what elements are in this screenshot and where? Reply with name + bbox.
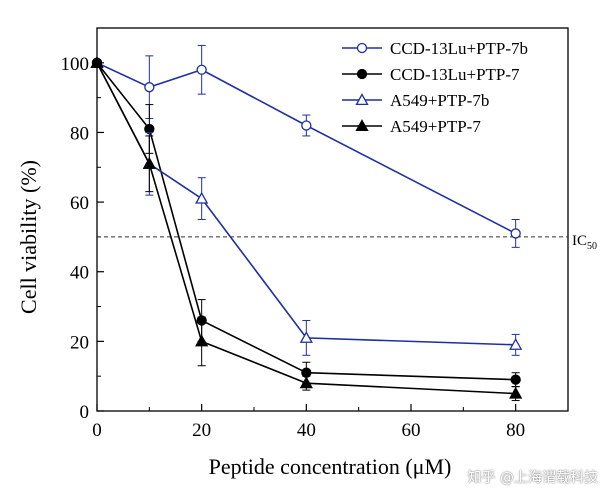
legend-item: CCD-13Lu+PTP-7 [342, 65, 520, 84]
axes: 0 20 40 60 80 0 20 40 60 80 100 [61, 27, 569, 441]
ic50-label: IC50 [572, 233, 597, 252]
legend-label: A549+PTP-7b [390, 91, 489, 110]
data-point [299, 376, 313, 389]
legend-label: A549+PTP-7 [390, 117, 481, 136]
y-axis-label: Cell viability (%) [16, 160, 41, 314]
x-axis-label: Peptide concentration (μM) [209, 454, 452, 479]
x-tick-label: 0 [92, 420, 102, 441]
ic50-reference-line: IC50 [97, 233, 597, 252]
y-tick-label: 80 [70, 123, 89, 144]
watermark: 知乎 @上海谓载科技 [467, 470, 598, 486]
y-tick-label: 40 [70, 263, 89, 284]
legend-label: CCD-13Lu+PTP-7b [390, 39, 528, 58]
data-point [510, 374, 521, 385]
x-tick-label: 80 [506, 420, 525, 441]
data-point [509, 338, 523, 350]
legend-marker [356, 68, 368, 80]
legend-marker [355, 119, 369, 132]
data-point [509, 386, 523, 399]
data-point [90, 55, 104, 68]
data-point [195, 334, 209, 347]
x-tick-label: 60 [402, 420, 421, 441]
data-point [196, 64, 207, 75]
data-point [195, 191, 209, 204]
legend-item: CCD-13Lu+PTP-7b [342, 39, 528, 58]
legend-label: CCD-13Lu+PTP-7 [390, 65, 520, 84]
series-line [96, 62, 517, 235]
series-a549-ptp-7 [90, 55, 523, 402]
data-point [299, 331, 313, 343]
x-tick-label: 40 [297, 420, 316, 441]
y-tick-label: 0 [80, 402, 90, 423]
data-point [510, 228, 521, 239]
legend-marker [356, 42, 368, 54]
y-tick-label: 60 [70, 193, 89, 214]
plot-frame [96, 27, 569, 412]
data-point [144, 82, 155, 93]
legend-item: A549+PTP-7b [342, 91, 489, 110]
x-tick-label: 20 [192, 420, 211, 441]
y-tick-label: 20 [70, 332, 89, 353]
legend-item: A549+PTP-7 [342, 117, 481, 136]
data-point [301, 120, 312, 131]
legend: CCD-13Lu+PTP-7b CCD-13Lu+PTP-7 A549+PTP-7b… [342, 39, 528, 136]
legend-marker [355, 93, 369, 106]
y-tick-label: 100 [61, 54, 90, 75]
data-series [90, 44, 523, 402]
data-point [142, 156, 156, 169]
